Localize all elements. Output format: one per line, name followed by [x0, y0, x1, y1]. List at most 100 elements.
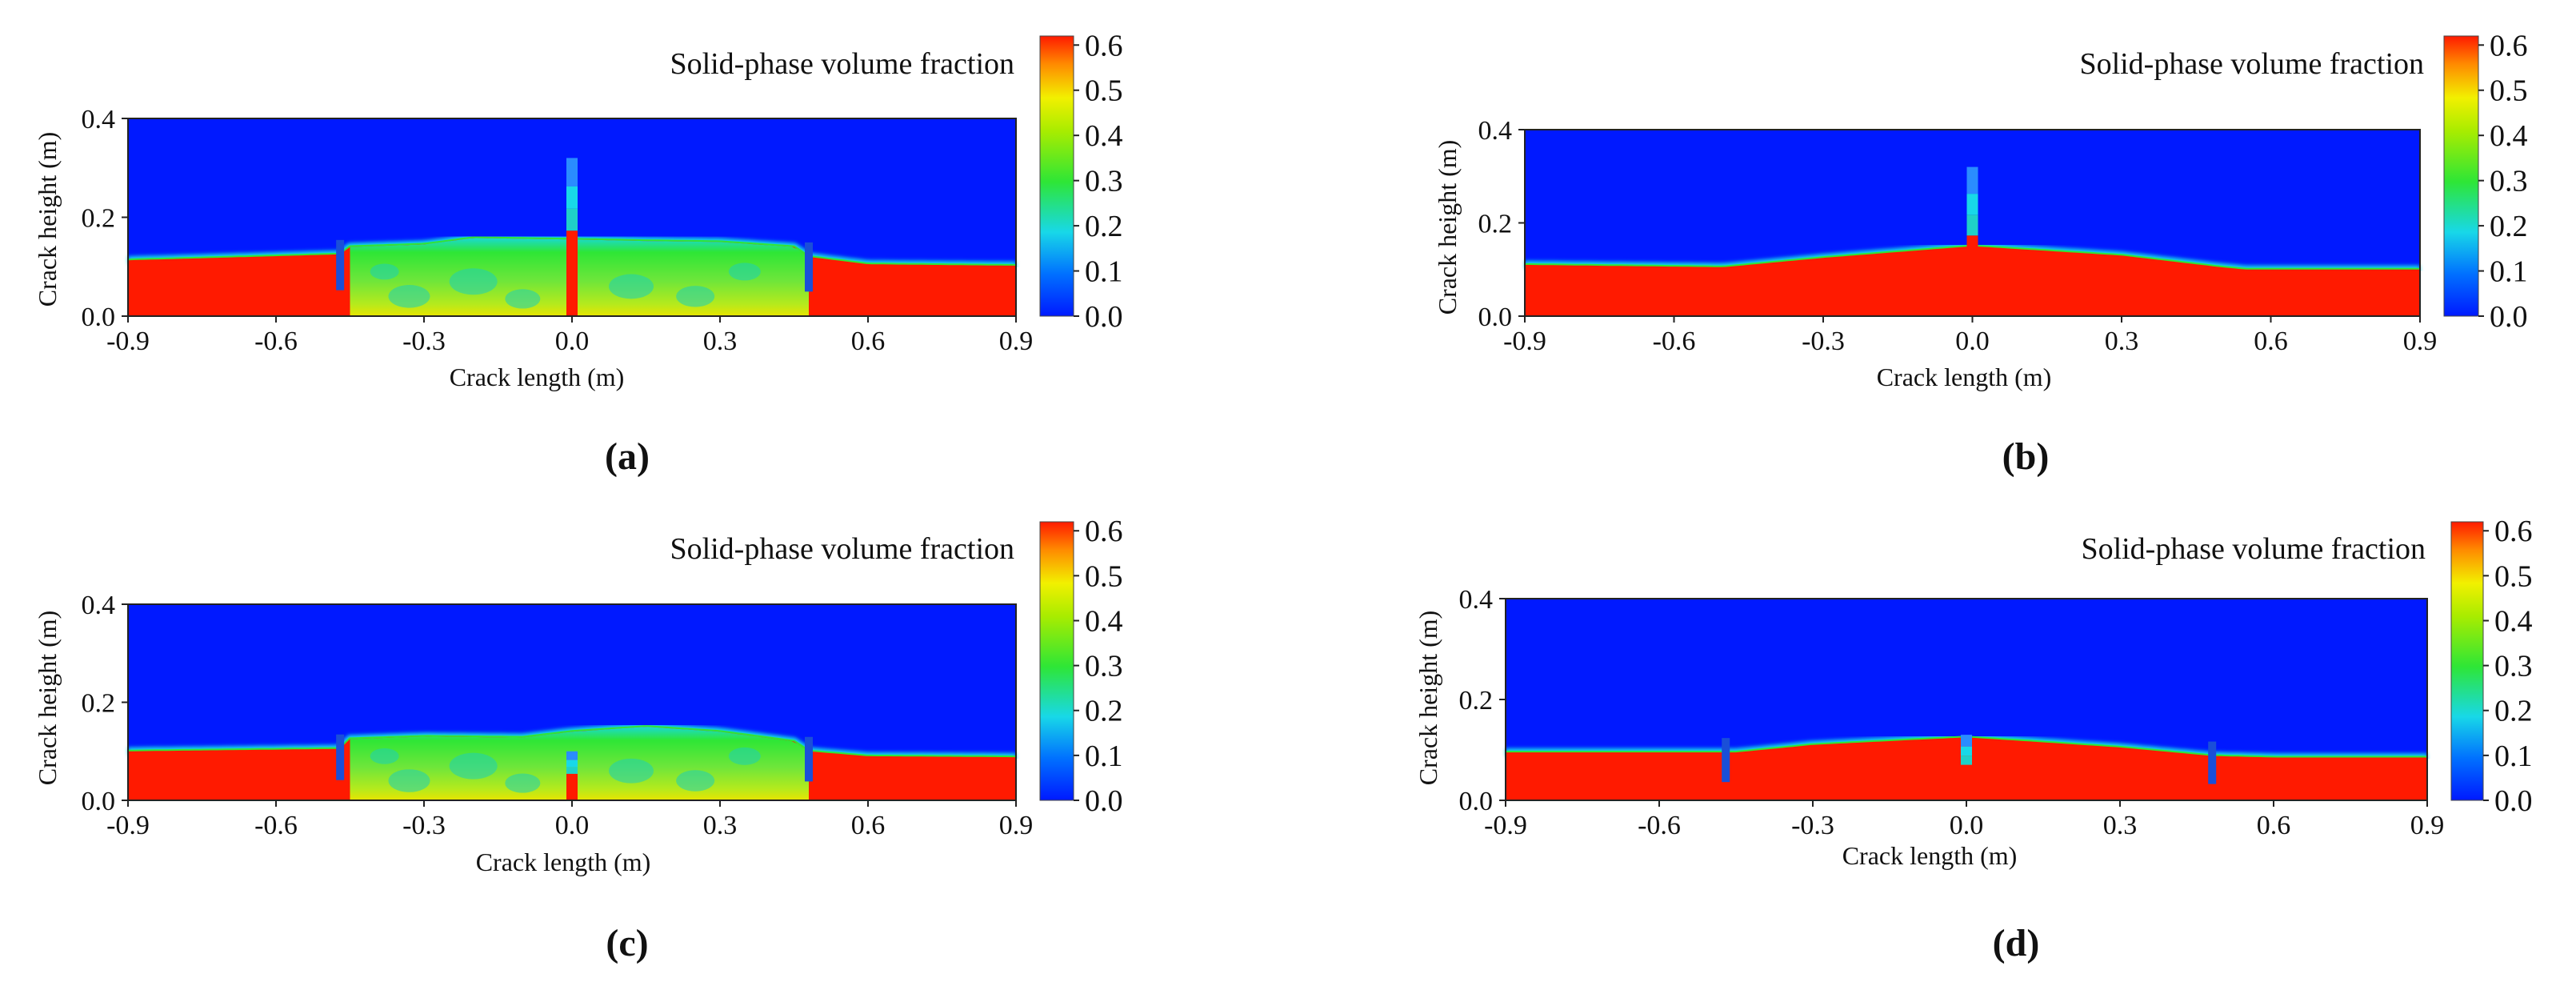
y-tick-label: 0.0: [1459, 787, 1494, 816]
colorbar-title: Solid-phase volume fraction: [670, 47, 1014, 81]
colorbar-tick-label: 0.3: [1085, 165, 1123, 198]
x-tick-label: 0.9: [2410, 811, 2445, 840]
heatmap-field: [1505, 598, 2428, 801]
mixed-eddy: [609, 758, 654, 784]
colorbar-gradient: [2450, 521, 2484, 801]
x-axis: -0.9 -0.6 -0.3 0.0 0.3 0.6 0.9: [1484, 800, 2444, 840]
y-tick-label: 0.4: [1478, 116, 1513, 146]
perforation-column-base: [1966, 235, 1978, 316]
y-axis-label: Crack height (m): [33, 611, 62, 786]
panel-caption: (b): [2002, 435, 2050, 478]
colorbar-title: Solid-phase volume fraction: [670, 532, 1014, 566]
colorbar: 0.0 0.1 0.2 0.3 0.4 0.5 0.6: [2443, 29, 2528, 334]
perforation-column-mid: [566, 760, 578, 768]
perforation-column-top: [566, 751, 578, 760]
mixed-eddy: [676, 770, 715, 792]
perforation-marker: [2208, 741, 2217, 784]
x-tick-label: 0.6: [851, 811, 886, 840]
heatmap-field: [127, 118, 1017, 317]
perforation-column-base: [566, 230, 578, 316]
x-tick-label: -0.9: [1503, 327, 1546, 356]
x-tick-label: -0.9: [106, 327, 150, 356]
panel-b: Solid-phase volume fraction 0.0 0.1 0.2 0.3…: [1433, 29, 2528, 478]
colorbar: 0.0 0.1 0.2 0.3 0.4 0.5 0.6: [2450, 515, 2533, 818]
perforation-column-mid2: [566, 767, 578, 774]
mixed-eddy: [609, 274, 654, 299]
panel-caption: (c): [606, 922, 648, 964]
x-axis-label: Crack length (m): [1877, 363, 2052, 391]
y-tick-label: 0.2: [1478, 210, 1513, 239]
perforation-column-mid2: [1966, 214, 1978, 236]
y-tick-label: 0.4: [82, 105, 116, 134]
x-tick-label: 0.3: [703, 811, 738, 840]
perforation-column-top: [1966, 166, 1978, 194]
y-tick-label: 0.2: [1459, 686, 1494, 715]
x-axis: -0.9 -0.6 -0.3 0.0 0.3 0.6 0.9: [106, 316, 1033, 356]
x-tick-label: -0.6: [254, 327, 298, 356]
colorbar-gradient: [1039, 521, 1074, 801]
colorbar-tick-label: 0.2: [1085, 695, 1123, 728]
mixed-eddy: [728, 263, 761, 281]
mixed-eddy: [449, 752, 498, 780]
y-axis: 0.0 0.2 0.4: [82, 591, 128, 816]
mixed-eddy: [370, 263, 399, 280]
colorbar: 0.0 0.1 0.2 0.3 0.4 0.5 0.6: [1039, 29, 1123, 334]
panel-d: Solid-phase volume fraction 0.0 0.1 0.2 0.3…: [1414, 515, 2533, 964]
colorbar-tick-label: 0.1: [2494, 740, 2533, 773]
colorbar-tick-label: 0.6: [2490, 29, 2528, 62]
perforation-marker: [336, 239, 345, 291]
colorbar-tick-label: 0.0: [2490, 300, 2528, 334]
x-tick-label: 0.3: [703, 327, 738, 356]
heatmap-field: [1524, 129, 2421, 317]
x-tick-label: 0.0: [555, 327, 590, 356]
colorbar-tick-label: 0.4: [2490, 119, 2528, 153]
y-tick-label: 0.4: [1459, 585, 1494, 615]
colorbar-tick-label: 0.3: [1085, 650, 1123, 683]
x-tick-label: 0.9: [999, 327, 1034, 356]
colorbar-tick-label: 0.0: [1085, 784, 1123, 818]
colorbar-tick-label: 0.1: [1085, 740, 1123, 773]
x-tick-label: -0.6: [1653, 327, 1696, 356]
y-axis: 0.0 0.2 0.4: [1459, 585, 1506, 816]
colorbar-tick-label: 0.5: [1085, 559, 1123, 593]
colorbar-gradient: [2443, 35, 2479, 317]
colorbar-title: Solid-phase volume fraction: [2079, 47, 2424, 81]
x-tick-label: -0.9: [1484, 811, 1527, 840]
x-tick-label: -0.3: [1802, 327, 1845, 356]
colorbar-tick-label: 0.5: [2490, 74, 2528, 108]
colorbar-tick-label: 0.2: [2490, 210, 2528, 243]
x-axis-label: Crack length (m): [450, 363, 625, 391]
perforation-marker: [805, 242, 813, 292]
mixed-eddy: [388, 285, 430, 308]
colorbar-tick-label: 0.0: [1085, 300, 1123, 334]
y-tick-label: 0.2: [82, 689, 116, 719]
mixed-eddy: [370, 748, 399, 764]
x-tick-label: 0.6: [2257, 811, 2291, 840]
x-tick-label: -0.3: [402, 327, 446, 356]
colorbar-tick-label: 0.3: [2494, 650, 2533, 683]
perforation-column-mid2: [566, 208, 578, 231]
heatmap-field: [127, 603, 1017, 801]
x-tick-label: 0.6: [2254, 327, 2288, 356]
perforation-marker: [805, 736, 813, 782]
colorbar-tick-label: 0.6: [1085, 515, 1123, 548]
x-tick-label: 0.9: [2403, 327, 2438, 356]
x-tick-label: -0.3: [402, 811, 446, 840]
colorbar-tick-label: 0.4: [1085, 604, 1123, 638]
x-axis: -0.9 -0.6 -0.3 0.0 0.3 0.6 0.9: [106, 800, 1033, 840]
mixed-eddy: [505, 289, 541, 309]
colorbar-tick-label: 0.4: [1085, 119, 1123, 153]
x-axis-label: Crack length (m): [1842, 841, 2018, 870]
x-tick-label: -0.3: [1791, 811, 1834, 840]
y-tick-label: 0.0: [82, 787, 116, 816]
x-tick-label: -0.9: [106, 811, 150, 840]
perforation-column-base: [566, 773, 578, 800]
colorbar-tick-label: 0.4: [2494, 604, 2533, 638]
perforation-column-base: [1961, 764, 1972, 800]
mixed-eddy: [388, 769, 430, 792]
x-tick-label: 0.0: [555, 811, 590, 840]
panel-caption: (d): [1993, 922, 2040, 964]
x-axis-label: Crack length (m): [476, 848, 651, 876]
y-axis-label: Crack height (m): [1414, 611, 1442, 786]
